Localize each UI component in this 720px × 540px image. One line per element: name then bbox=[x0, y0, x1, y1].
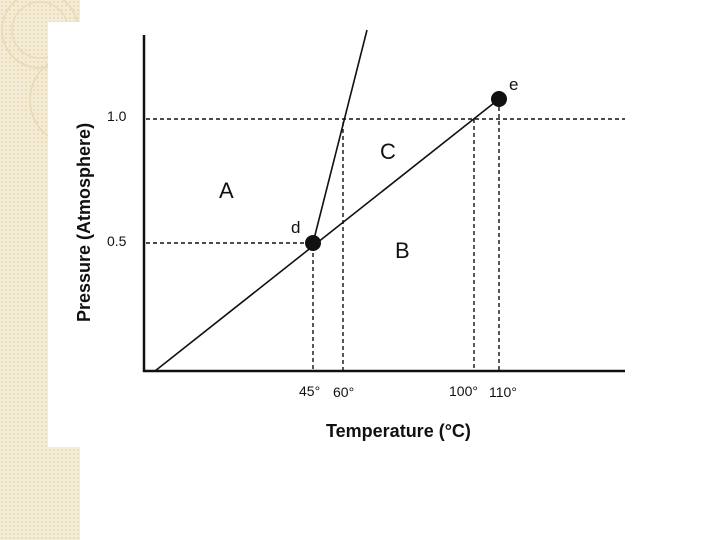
region-b-label: B bbox=[395, 238, 410, 263]
x-tick-100: 100° bbox=[449, 383, 478, 399]
dashed-guides bbox=[146, 100, 625, 371]
point-d-marker bbox=[305, 235, 321, 251]
y-tick-1-0: 1.0 bbox=[107, 108, 127, 124]
point-e-label: e bbox=[509, 75, 518, 94]
x-tick-60: 60° bbox=[333, 384, 354, 400]
region-c-label: C bbox=[380, 139, 396, 164]
y-axis-title: Pressure (Atmosphere) bbox=[74, 123, 94, 322]
x-axis-title: Temperature (°C) bbox=[326, 421, 471, 441]
boundary-line-diagonal bbox=[154, 98, 500, 372]
region-a-label: A bbox=[219, 178, 234, 203]
boundary-line-steep bbox=[312, 29, 368, 244]
y-tick-0-5: 0.5 bbox=[107, 233, 127, 249]
content-panel bbox=[48, 22, 80, 447]
x-tick-45: 45° bbox=[299, 383, 320, 399]
point-d-label: d bbox=[291, 218, 300, 237]
point-e-marker bbox=[491, 91, 507, 107]
x-tick-110: 110° bbox=[489, 384, 517, 400]
